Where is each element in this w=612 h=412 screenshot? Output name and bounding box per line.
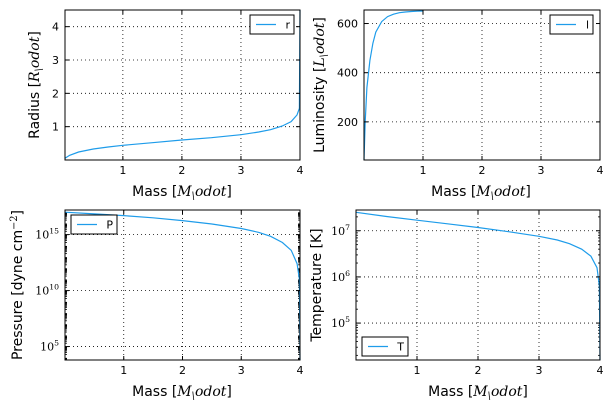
x-tick-label: 2 xyxy=(475,364,482,377)
y-axis-label: Radius [R\odot] xyxy=(27,31,45,139)
x-tick-label: 4 xyxy=(297,364,304,377)
x-tick-label: 4 xyxy=(597,364,604,377)
legend: P xyxy=(70,214,118,235)
y-tick-label: 4 xyxy=(52,21,59,34)
y-tick-label: 1015 xyxy=(35,227,59,242)
series-line-l xyxy=(363,10,424,161)
y-tick-label: 106 xyxy=(331,269,350,284)
y-tick-label: 400 xyxy=(337,67,358,80)
legend-label: l xyxy=(586,19,589,32)
legend: r xyxy=(249,14,295,35)
subplot-temperature: 1 2 3 4 105 106 107 Mass [M\odot] Temperature [K… xyxy=(309,209,604,402)
x-tick-label: 4 xyxy=(597,164,604,177)
x-tick-label: 2 xyxy=(479,164,486,177)
y-tick-label: 1010 xyxy=(35,283,59,298)
legend: T xyxy=(361,336,409,357)
legend-label: T xyxy=(396,341,404,354)
subplot-radius: 1 2 3 4 1 2 3 4 Mass [M\odot] Radius [R\odot] r xyxy=(27,9,304,202)
x-axis-label: Mass [M\odot] xyxy=(428,384,528,402)
y-tick-label: 200 xyxy=(337,116,358,129)
x-tick-label: 3 xyxy=(237,164,244,177)
legend: l xyxy=(549,14,594,35)
y-tick-label: 2 xyxy=(52,87,59,100)
subplot-pressure: 1 2 3 4 105 1010 1015 Mass [M\odot] Pressure [dy… xyxy=(9,209,304,402)
y-tick-label: 105 xyxy=(331,315,350,330)
x-tick-label: 1 xyxy=(120,364,127,377)
x-tick-label: 1 xyxy=(119,164,126,177)
y-tick-label: 107 xyxy=(331,223,350,238)
y-axis-label: Pressure [dyne cm−2] xyxy=(9,210,26,360)
y-tick-label: 3 xyxy=(52,54,59,67)
x-tick-label: 3 xyxy=(238,364,245,377)
x-tick-label: 2 xyxy=(178,164,185,177)
legend-label: P xyxy=(106,219,113,232)
series-line-P xyxy=(64,211,301,361)
y-tick-label: 1 xyxy=(52,121,59,134)
x-tick-label: 2 xyxy=(179,364,186,377)
axes-frame xyxy=(64,9,301,161)
x-tick-label: 1 xyxy=(414,364,421,377)
x-axis-label: Mass [M\odot] xyxy=(132,184,232,202)
x-axis-label: Mass [M\odot] xyxy=(132,384,232,402)
x-axis-label: Mass [M\odot] xyxy=(431,184,531,202)
x-tick-label: 4 xyxy=(297,164,304,177)
series-line-T xyxy=(355,211,601,361)
y-axis-label: Temperature [K] xyxy=(309,228,325,342)
x-tick-label: 3 xyxy=(536,364,543,377)
y-tick-label: 105 xyxy=(40,339,59,354)
y-tick-label: 600 xyxy=(337,18,358,31)
series-line-r xyxy=(64,9,301,159)
y-axis-label: Luminosity [L\odot] xyxy=(312,17,330,153)
x-tick-label: 1 xyxy=(420,164,427,177)
legend-label: r xyxy=(285,19,290,32)
x-tick-label: 3 xyxy=(538,164,545,177)
subplot-luminosity: 1 2 3 4 200 400 600 Mass [M\odot] Luminosity [L\… xyxy=(312,9,604,202)
